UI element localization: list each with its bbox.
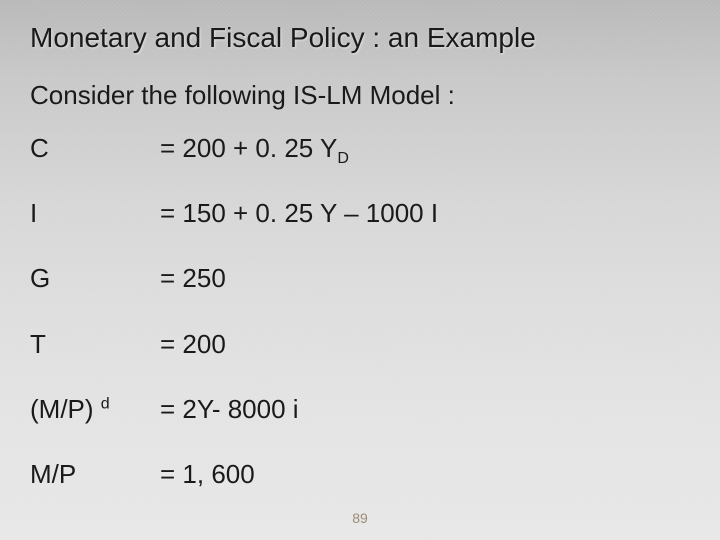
equation-row: G = 250 <box>30 263 690 298</box>
eq-lhs-sup: d <box>101 395 110 412</box>
eq-lhs: M/P <box>30 459 160 490</box>
slide-subtitle: Consider the following IS-LM Model : <box>30 80 690 111</box>
eq-rhs: = 1, 600 <box>160 459 255 494</box>
equation-row: M/P = 1, 600 <box>30 459 690 494</box>
eq-lhs: C <box>30 133 160 164</box>
eq-rhs: = 250 <box>160 263 226 298</box>
eq-rhs: = 200 <box>160 329 226 364</box>
eq-rhs-pre: = 250 <box>160 263 226 293</box>
equation-row: T = 200 <box>30 329 690 364</box>
eq-rhs: = 2Y- 8000 i <box>160 394 299 429</box>
equation-row: (M/P) d = 2Y- 8000 i <box>30 394 690 429</box>
eq-rhs-pre: = 200 + 0. 25 Y <box>160 133 337 163</box>
eq-rhs-pre: = 200 <box>160 329 226 359</box>
eq-rhs-sub: D <box>337 150 349 167</box>
eq-lhs: I <box>30 198 160 229</box>
equation-row: C = 200 + 0. 25 YD <box>30 133 690 168</box>
eq-lhs: G <box>30 263 160 294</box>
equation-row: I = 150 + 0. 25 Y – 1000 I <box>30 198 690 233</box>
slide-container: Monetary and Fiscal Policy : an Example … <box>0 0 720 540</box>
slide-title: Monetary and Fiscal Policy : an Example <box>30 22 690 54</box>
eq-lhs: T <box>30 329 160 360</box>
eq-rhs-pre: = 1, 600 <box>160 459 255 489</box>
eq-lhs-text: C <box>30 133 49 163</box>
eq-rhs: = 150 + 0. 25 Y – 1000 I <box>160 198 438 233</box>
eq-lhs-text: G <box>30 263 50 293</box>
eq-lhs: (M/P) d <box>30 394 160 425</box>
page-number: 89 <box>0 510 720 526</box>
eq-rhs: = 200 + 0. 25 YD <box>160 133 349 168</box>
eq-lhs-text: (M/P) <box>30 394 101 424</box>
eq-lhs-text: I <box>30 198 37 228</box>
eq-lhs-text: M/P <box>30 459 76 489</box>
eq-lhs-text: T <box>30 329 46 359</box>
eq-rhs-pre: = 2Y- 8000 i <box>160 394 299 424</box>
eq-rhs-pre: = 150 + 0. 25 Y – 1000 I <box>160 198 438 228</box>
